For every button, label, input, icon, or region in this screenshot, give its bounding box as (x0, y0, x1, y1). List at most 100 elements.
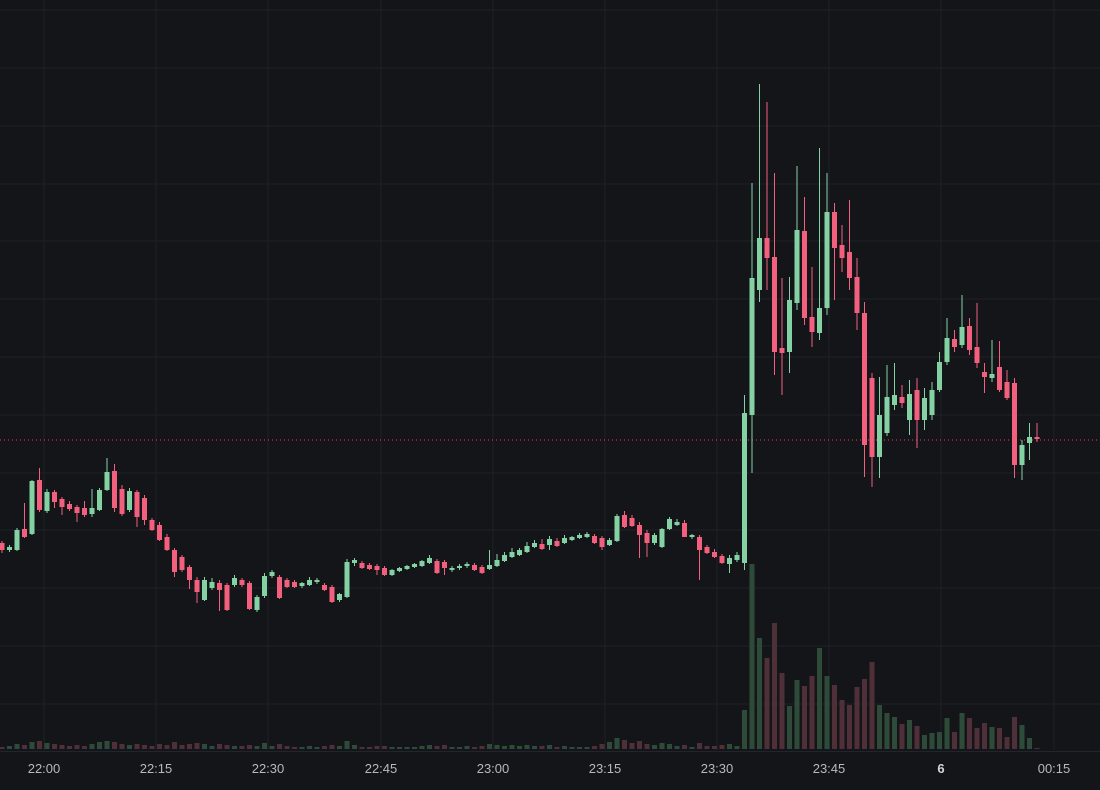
candle-body-up (487, 565, 492, 569)
time-axis-label: 00:15 (1037, 761, 1071, 776)
candle-body-down (539, 544, 545, 549)
volume-bar (547, 745, 552, 749)
volume-bar (487, 744, 492, 749)
volume-bar (622, 740, 627, 749)
volume-bar (67, 746, 72, 749)
volume-bar (899, 724, 905, 749)
volume-bar (839, 700, 845, 749)
volume-bar (997, 728, 1002, 749)
time-axis[interactable]: 22:00 22:15 22:30 22:45 23:00 23:15 23:30 23:45… (0, 751, 1100, 790)
volume-bar (569, 747, 575, 749)
volume-bar (659, 743, 665, 749)
volume-bar (449, 747, 455, 749)
candle-body-down (719, 556, 725, 563)
volume-bar (157, 744, 162, 749)
candle-body-up (509, 552, 515, 557)
candle-body-down (952, 339, 957, 347)
candle-body-up (584, 534, 590, 537)
volume-bar (179, 745, 185, 749)
candle-body-down (247, 583, 252, 609)
candle-body-up (734, 555, 740, 560)
volume-bar (232, 746, 237, 749)
volume-bar (944, 718, 950, 749)
volume-bar (149, 746, 155, 749)
volume-bar (742, 710, 747, 749)
volume-bar (254, 746, 260, 749)
candle-body-up (824, 212, 830, 308)
candle-body-up (232, 578, 237, 585)
candle-body-up (689, 535, 695, 537)
volume-bar (854, 687, 860, 749)
candle-body-down (224, 585, 230, 610)
volume-bar (359, 747, 365, 749)
candle-body-down (322, 585, 327, 590)
volume-bar (577, 747, 582, 749)
candle-body-down (839, 245, 845, 258)
candle-body-up (577, 535, 582, 538)
candle-body-down (382, 568, 387, 575)
candle-body-down (67, 504, 72, 509)
candle-body-up (749, 278, 755, 415)
volume-bar (82, 746, 87, 749)
candle-body-up (892, 395, 897, 405)
volume-bar (554, 747, 560, 749)
candle-body-up (929, 390, 935, 415)
volume-bar (374, 746, 380, 749)
candle-body-up (337, 594, 342, 600)
candle-body-down (982, 372, 987, 377)
volume-bar (1034, 748, 1040, 749)
candle-body-up (517, 550, 522, 555)
candle-body-down (442, 562, 447, 568)
candle-body-up (959, 327, 965, 345)
candle-body-up (344, 562, 350, 597)
volume-bar (1004, 737, 1010, 749)
volume-bar (74, 745, 80, 749)
candle-body-down (434, 561, 440, 573)
candle-body-down (802, 231, 807, 318)
volume-bar (104, 741, 110, 749)
candle-body-up (674, 522, 680, 525)
volume-bar (607, 742, 612, 749)
volume-bar (539, 746, 545, 749)
candle-body-up (104, 472, 110, 490)
volume-bar (884, 713, 890, 749)
volume-bar (0, 747, 5, 749)
volume-bar (749, 564, 755, 749)
candle-body-up (352, 560, 357, 563)
volume-bar (712, 746, 717, 749)
candle-body-up (494, 560, 500, 566)
volume-bar (442, 745, 447, 749)
volume-bar (472, 747, 477, 749)
volume-bar (337, 746, 342, 749)
candle-body-up (314, 580, 320, 582)
candle-body-up (262, 576, 267, 596)
candle-body-down (187, 567, 192, 580)
candle-body-down (134, 492, 140, 517)
candle-body-down (472, 565, 477, 570)
candle-body-down (359, 563, 365, 568)
volume-bar (397, 747, 402, 749)
candle-body-down (194, 580, 200, 592)
candle-body-up (794, 230, 800, 303)
volume-bar (689, 747, 695, 749)
volume-bar (929, 733, 935, 749)
candle-body-up (944, 338, 950, 362)
volume-bar (952, 732, 957, 749)
volume-bar (809, 676, 815, 749)
volume-bar (187, 744, 192, 749)
candle-body-down (284, 580, 290, 587)
candle-body-up (89, 508, 95, 514)
volume-bar (292, 747, 297, 749)
candle-body-down (1004, 382, 1010, 398)
volume-bar (37, 741, 42, 749)
candle-body-down (292, 582, 297, 587)
volume-bar (667, 744, 672, 749)
candle-body-up (817, 308, 822, 333)
candle-body-down (157, 525, 162, 540)
volume-bar (629, 743, 635, 749)
candle-body-down (967, 326, 972, 350)
candle-body-down (644, 533, 650, 543)
